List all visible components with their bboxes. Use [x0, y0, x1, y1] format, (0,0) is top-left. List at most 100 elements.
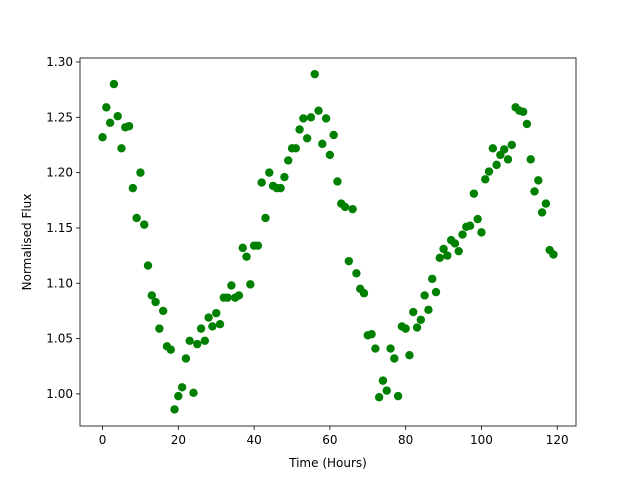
point: [499, 145, 509, 154]
point: [537, 208, 547, 217]
point: [518, 107, 528, 116]
point: [386, 344, 395, 353]
point: [261, 213, 270, 223]
x-tick-label: 0: [99, 433, 107, 447]
point: [276, 183, 285, 193]
point: [454, 246, 463, 256]
point: [374, 393, 384, 402]
y-axis-label: Normalised Flux: [20, 194, 34, 291]
point: [136, 168, 145, 177]
point: [318, 139, 327, 149]
point: [302, 134, 312, 143]
point: [340, 202, 350, 212]
point: [329, 130, 338, 140]
point: [295, 125, 304, 134]
y-tick-label: 1.20: [46, 166, 73, 180]
point: [257, 178, 266, 187]
point: [439, 244, 448, 254]
point: [416, 315, 426, 324]
point: [155, 324, 164, 333]
point: [435, 253, 444, 263]
point: [549, 250, 558, 259]
point: [488, 144, 498, 153]
point: [352, 269, 361, 278]
point: [541, 199, 551, 208]
point: [196, 324, 206, 333]
point: [158, 306, 168, 316]
point: [143, 261, 153, 270]
point: [265, 168, 274, 177]
point: [431, 287, 441, 297]
point: [291, 144, 300, 153]
point: [325, 150, 335, 160]
point: [223, 293, 232, 302]
point: [193, 339, 202, 349]
point: [98, 133, 107, 142]
point: [284, 156, 293, 165]
point: [458, 230, 467, 239]
y-tick-label: 1.00: [46, 387, 73, 401]
point: [371, 344, 380, 353]
point: [401, 324, 410, 333]
point: [530, 187, 539, 196]
point: [132, 213, 141, 223]
point: [382, 386, 391, 395]
x-tick-label: 60: [322, 433, 337, 447]
point: [481, 175, 490, 184]
point: [412, 323, 422, 332]
point: [469, 189, 479, 198]
point: [405, 350, 414, 360]
x-tick-label: 80: [398, 433, 413, 447]
x-tick-label: 120: [546, 433, 569, 447]
point: [242, 252, 251, 261]
point: [306, 113, 316, 122]
point: [200, 336, 210, 346]
point: [507, 140, 516, 150]
point: [428, 274, 437, 284]
point: [109, 79, 119, 89]
point: [534, 176, 543, 185]
point: [492, 160, 501, 170]
point: [344, 256, 354, 266]
x-tick-label: 40: [246, 433, 261, 447]
point: [253, 241, 263, 250]
point: [140, 220, 149, 229]
point: [299, 114, 308, 123]
point: [246, 280, 255, 289]
point: [450, 239, 460, 248]
point: [390, 354, 399, 363]
point: [128, 183, 138, 193]
point: [393, 391, 403, 401]
y-tick-label: 1.25: [46, 110, 73, 124]
point: [181, 354, 191, 363]
point: [473, 214, 482, 224]
point: [321, 114, 331, 123]
point: [477, 228, 486, 237]
x-tick-label: 20: [171, 433, 186, 447]
point: [526, 155, 535, 164]
point: [215, 320, 225, 329]
point: [170, 405, 179, 414]
point: [117, 144, 126, 153]
point: [166, 345, 175, 354]
point: [359, 289, 369, 298]
point: [105, 118, 115, 128]
point: [208, 322, 217, 331]
point: [151, 297, 160, 307]
y-tick-label: 1.15: [46, 221, 73, 235]
point: [465, 221, 475, 230]
point: [310, 69, 319, 79]
point: [227, 281, 236, 290]
point: [409, 307, 418, 317]
point: [522, 119, 532, 129]
point: [113, 111, 122, 121]
y-tick-label: 1.30: [46, 55, 73, 69]
point: [314, 106, 323, 115]
point: [147, 291, 157, 300]
point: [204, 313, 213, 322]
point: [177, 383, 187, 392]
point: [212, 308, 221, 318]
point: [189, 388, 198, 398]
point: [124, 121, 134, 131]
